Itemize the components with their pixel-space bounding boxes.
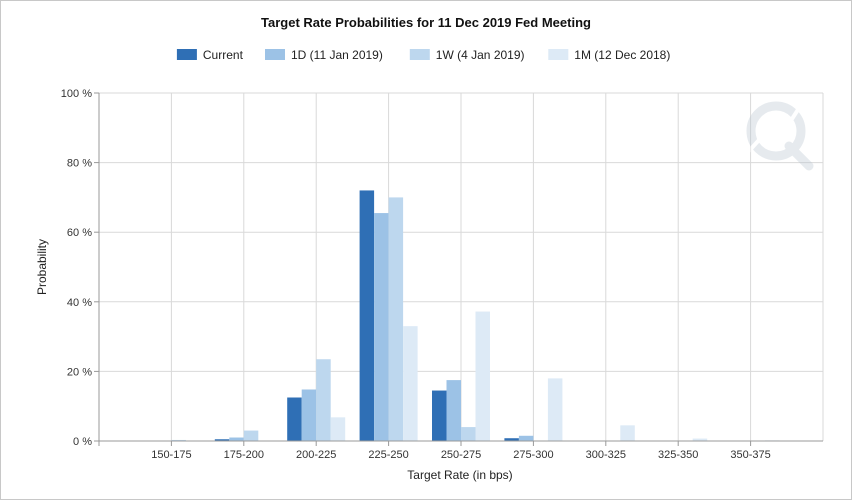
bar[interactable] [403,326,418,441]
axes: 0 % 20 % 40 % 60 % 80 % 100 % 150-175 175-200 20… [61,88,823,461]
legend-swatch [548,49,569,60]
y-tick-label: 100 % [61,88,92,100]
x-tick-label: 275-300 [513,449,553,461]
bar[interactable] [330,417,346,441]
x-axis-title: Target Rate (in bps) [407,468,512,482]
x-tick-label: 250-275 [441,449,481,461]
bar[interactable] [301,389,317,441]
legend-label: 1M (12 Dec 2018) [574,48,670,62]
bar[interactable] [692,438,708,441]
bar[interactable] [316,359,331,441]
y-tick-label: 0 % [73,436,92,448]
grid [98,92,824,442]
bar[interactable] [475,311,491,441]
bar[interactable] [171,439,186,441]
x-tick-label: 300-325 [586,449,626,461]
legend-swatch [265,49,285,60]
legend-item[interactable]: 1M (12 Dec 2018) [548,48,670,62]
legend-item[interactable]: Current [176,48,244,62]
legend-label: Current [203,48,244,62]
legend: Current 1D (11 Jan 2019) 1W (4 Jan 2019) 1M… [176,48,670,62]
bar[interactable] [504,438,519,441]
x-tick-label: 200-225 [296,449,336,461]
x-tick-label: 150-175 [151,449,191,461]
bar[interactable] [432,390,447,441]
bar[interactable] [287,397,302,442]
legend-swatch [409,49,430,60]
legend-swatch [176,49,197,60]
x-tick-label: 175-200 [224,449,264,461]
bar[interactable] [359,190,375,441]
bar[interactable] [214,439,230,441]
x-tick-label: 225-250 [368,449,408,461]
y-tick-label: 60 % [67,227,92,239]
bar[interactable] [620,425,635,441]
y-tick-label: 40 % [67,297,92,309]
bar[interactable] [374,213,389,441]
bars [171,190,780,442]
y-tick-label: 20 % [67,366,92,378]
bar[interactable] [518,435,534,441]
bar[interactable] [547,378,563,441]
x-tick-label: 325-350 [658,449,698,461]
y-axis-title: Probability [35,239,49,295]
y-tick-label: 80 % [67,158,92,170]
legend-label: 1W (4 Jan 2019) [436,48,525,62]
bar[interactable] [388,197,404,441]
bar[interactable] [243,430,259,441]
bar[interactable] [461,427,476,441]
legend-item[interactable]: 1W (4 Jan 2019) [409,48,525,62]
legend-label: 1D (11 Jan 2019) [291,48,383,62]
quikstrike-q-logo-icon [746,101,814,171]
bar[interactable] [229,437,244,441]
x-tick-label: 350-375 [730,449,770,461]
bar[interactable] [446,380,462,441]
chart-title: Target Rate Probabilities for 11 Dec 201… [261,15,591,30]
legend-item[interactable]: 1D (11 Jan 2019) [265,48,383,62]
